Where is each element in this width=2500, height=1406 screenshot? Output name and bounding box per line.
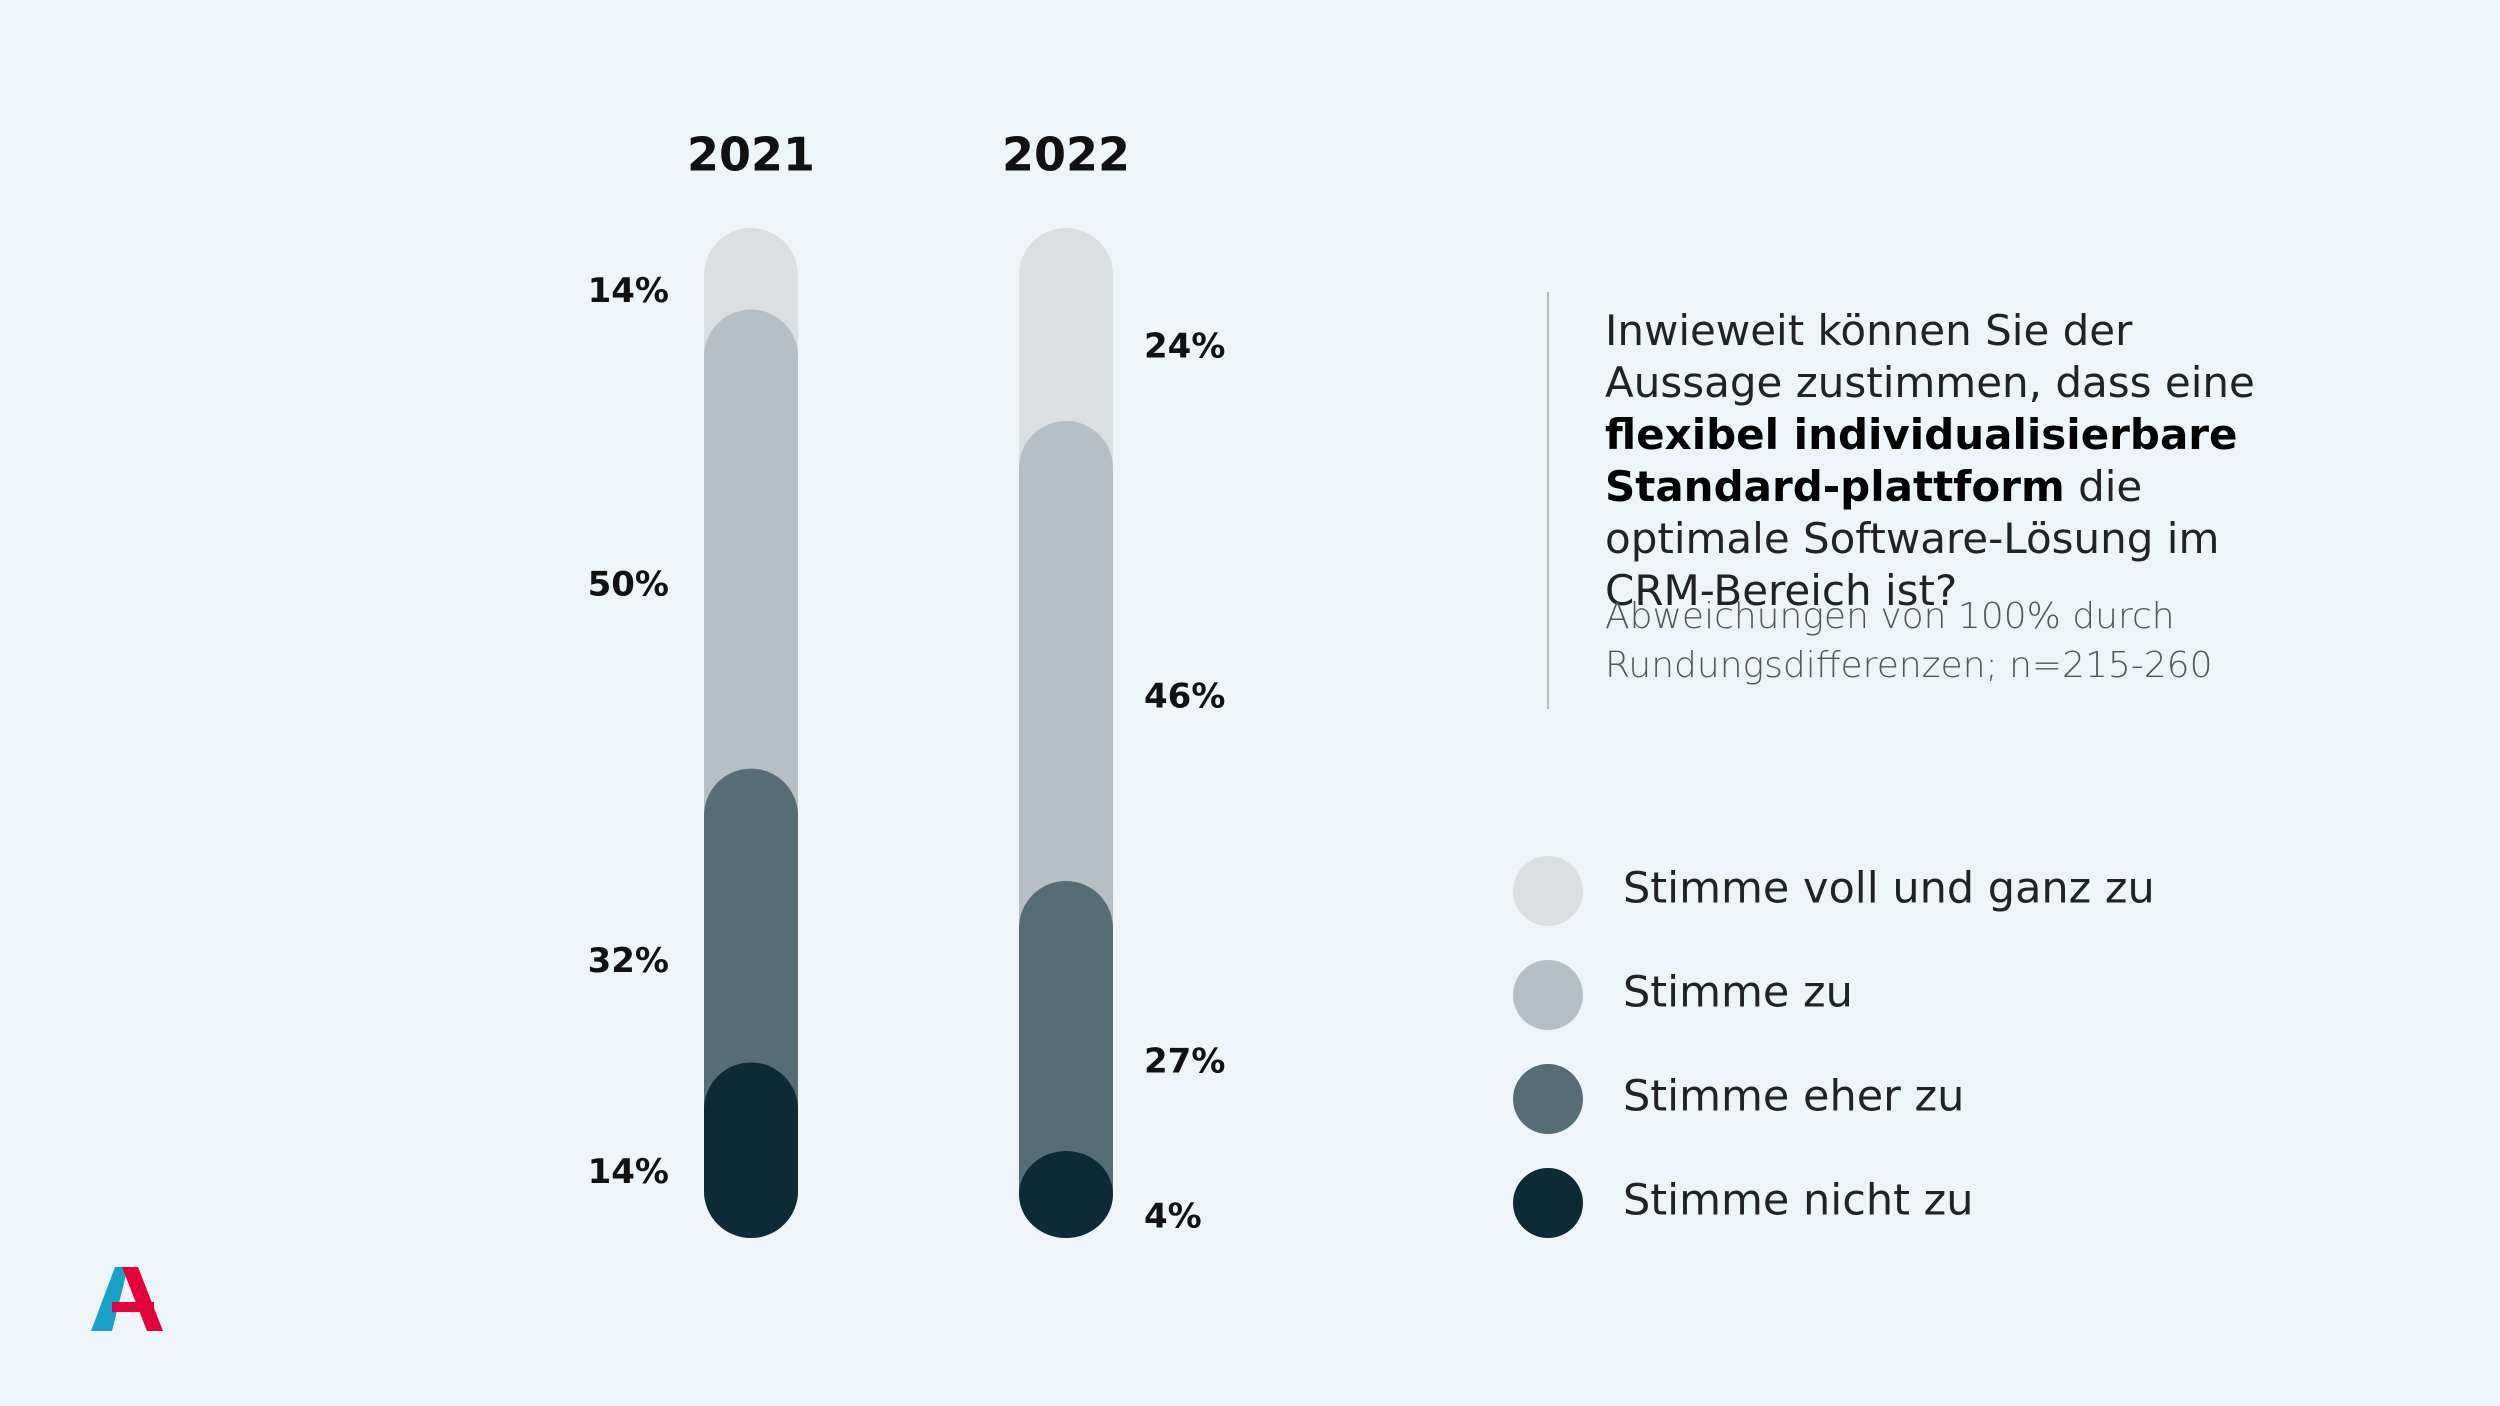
legend-marker xyxy=(1513,1064,1583,1134)
question-text: die optimale Software-Lösung im CRM-Bere… xyxy=(1605,462,2220,615)
data-label: 27% xyxy=(1144,1042,1225,1082)
legend-marker xyxy=(1513,1168,1583,1238)
legend-marker xyxy=(1513,856,1583,926)
data-label: 14% xyxy=(588,1152,669,1192)
bar-segment xyxy=(1019,881,1113,1238)
data-label: 46% xyxy=(1144,677,1225,717)
data-label: 24% xyxy=(1144,327,1225,367)
note: Abweichungen von 100% durch Rundungsdiff… xyxy=(1605,596,2213,686)
question: Inwieweit können Sie der Aussage zustimm… xyxy=(1605,305,2305,617)
bar-segment xyxy=(704,1062,798,1238)
data-label: 32% xyxy=(588,941,669,981)
question-text: Inwieweit können Sie der Aussage zustimm… xyxy=(1605,306,2255,407)
question-bold: flexibel individualisierbare Standard-pl… xyxy=(1605,410,2238,511)
legend-label: Stimme nicht zu xyxy=(1623,1176,1973,1226)
data-label: 4% xyxy=(1144,1197,1202,1237)
legend-marker xyxy=(1513,960,1583,1030)
logo-icon xyxy=(91,1267,163,1331)
bar-segment xyxy=(1019,1151,1113,1238)
data-label: 14% xyxy=(588,271,669,311)
data-label: 50% xyxy=(588,565,669,605)
legend-label: Stimme zu xyxy=(1623,968,1853,1018)
x-tick-label: 2022 xyxy=(1002,128,1130,182)
legend-label: Stimme voll und ganz zu xyxy=(1623,864,2155,914)
legend-label: Stimme eher zu xyxy=(1623,1072,1964,1122)
x-tick-label: 2021 xyxy=(687,128,815,182)
